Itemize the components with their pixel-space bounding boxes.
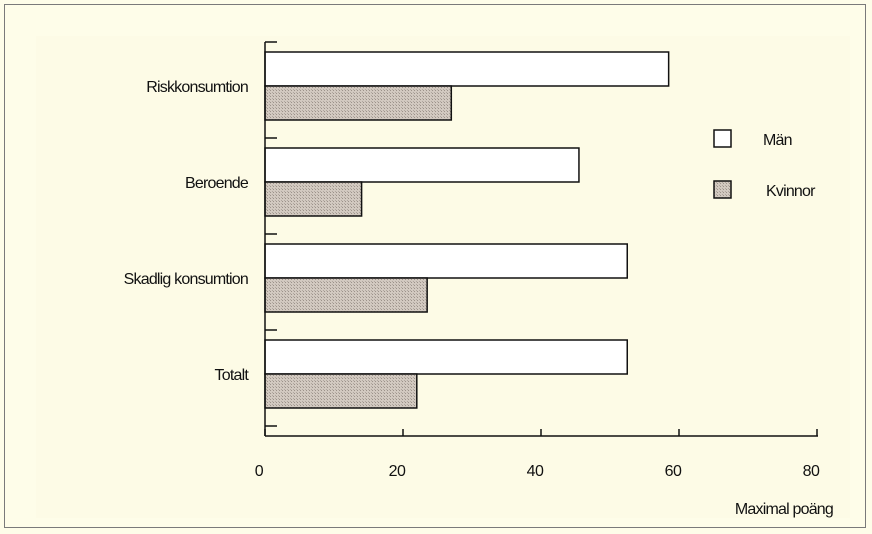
- category-label: Totalt: [215, 367, 250, 384]
- bar-kvinnor-3: [264, 373, 418, 409]
- legend-label-kvinnor: Kvinnor: [766, 183, 816, 200]
- bar-man-1: [264, 147, 580, 183]
- labels-layer: Riskkonsumtion Beroende Skadlig konsumtion…: [124, 79, 834, 518]
- x-tick-label: 0: [255, 463, 264, 480]
- bars-layer: [264, 51, 670, 409]
- axes: [264, 41, 818, 437]
- bar-man-3: [264, 339, 628, 375]
- x-tick-label: 80: [803, 463, 820, 480]
- legend-swatch-kvinnor: [713, 180, 732, 199]
- bar-kvinnor-2: [264, 277, 428, 313]
- bar-man-2: [264, 243, 628, 279]
- category-label: Skadlig konsumtion: [124, 271, 248, 288]
- category-label: Beroende: [185, 175, 249, 192]
- bar-kvinnor-1: [264, 181, 363, 217]
- legend-swatch-man: [713, 129, 732, 148]
- x-tick-label: 40: [527, 463, 544, 480]
- legend: Män Kvinnor: [713, 129, 817, 200]
- x-tick-label: 20: [389, 463, 406, 480]
- legend-label-man: Män: [763, 132, 792, 149]
- x-tick-label: 60: [665, 463, 682, 480]
- category-label: Riskkonsumtion: [146, 79, 248, 96]
- bar-man-0: [264, 51, 670, 87]
- x-axis-title: Maximal poäng: [735, 501, 833, 518]
- bar-kvinnor-0: [264, 85, 453, 121]
